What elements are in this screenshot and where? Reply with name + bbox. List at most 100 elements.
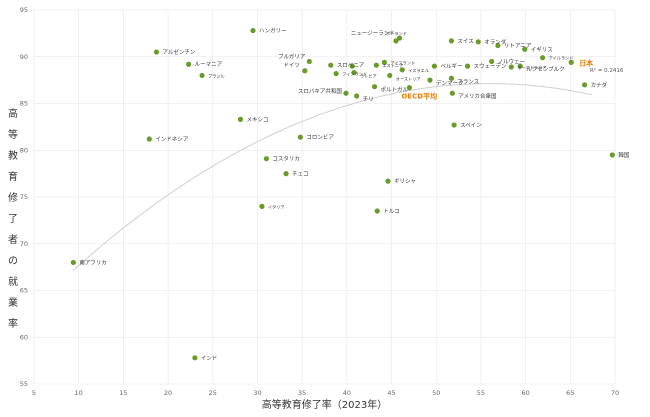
data-point bbox=[354, 93, 360, 99]
point-label: トルコ bbox=[383, 208, 399, 215]
data-point bbox=[489, 58, 495, 65]
y-axis-title-char: 業 bbox=[8, 296, 18, 309]
data-point bbox=[396, 35, 403, 41]
point-label: OECD平均 bbox=[401, 92, 437, 101]
y-tick-label: 75 bbox=[20, 193, 28, 201]
point-label: ルーマニア bbox=[195, 61, 223, 68]
data-point bbox=[381, 59, 387, 65]
y-axis-title-char: 育 bbox=[8, 170, 18, 183]
point-label: コスタリカ bbox=[272, 155, 300, 163]
point-label: オーストラリア bbox=[517, 65, 546, 71]
data-point bbox=[464, 63, 471, 69]
point-label: ドイツ bbox=[283, 63, 300, 69]
y-axis-title-char: 高 bbox=[8, 107, 18, 120]
point-label: ルクセンブルク bbox=[526, 65, 564, 73]
data-point bbox=[343, 90, 349, 96]
y-tick-label: 90 bbox=[20, 53, 28, 61]
data-point bbox=[297, 134, 303, 140]
point-label: ノルウェー bbox=[498, 57, 526, 65]
point-label: ブルガリア bbox=[278, 52, 306, 60]
data-point bbox=[302, 68, 308, 74]
data-point bbox=[283, 171, 289, 177]
data-point bbox=[373, 62, 379, 68]
point-label: メキシコ bbox=[246, 116, 268, 123]
y-tick-label: 95 bbox=[20, 6, 28, 14]
point-label: インドネシア bbox=[155, 136, 189, 143]
x-tick-label: 40 bbox=[343, 389, 351, 397]
grid bbox=[33, 9, 616, 385]
point-label: フランス bbox=[457, 78, 479, 85]
point-label: スロバキア共和国 bbox=[298, 87, 343, 95]
y-axis-title-char: 者 bbox=[8, 234, 18, 246]
point-label: カナダ bbox=[591, 81, 608, 89]
data-point bbox=[517, 63, 523, 69]
point-label: スイス bbox=[457, 38, 473, 45]
x-tick-label: 55 bbox=[477, 389, 485, 397]
x-tick-label: 60 bbox=[521, 389, 529, 397]
y-tick-label: 85 bbox=[20, 100, 28, 108]
point-label: チェコ bbox=[292, 171, 309, 178]
point-label: ハンガリー bbox=[259, 27, 287, 35]
data-point bbox=[328, 62, 334, 68]
point-label: スロベニア bbox=[337, 62, 365, 69]
point-label: イタリア bbox=[268, 203, 285, 210]
point-label: アイルランド bbox=[549, 56, 574, 62]
r-squared-label: R² = 0.2416 bbox=[590, 67, 624, 74]
x-tick-label: 10 bbox=[75, 389, 83, 397]
data-point bbox=[448, 38, 455, 44]
x-tick-label: 45 bbox=[387, 389, 395, 397]
point-label: リトアニア bbox=[504, 43, 532, 50]
point-label: スウェーデン bbox=[474, 62, 508, 70]
data-point bbox=[306, 58, 312, 65]
data-point bbox=[539, 55, 546, 61]
point-label: イスラエル bbox=[408, 68, 429, 74]
data-point bbox=[349, 63, 355, 69]
data-point bbox=[393, 38, 399, 44]
data-point bbox=[250, 27, 256, 34]
data-point bbox=[451, 122, 457, 128]
data-point bbox=[192, 355, 198, 361]
data-point bbox=[385, 178, 391, 184]
x-tick-label: 20 bbox=[164, 389, 172, 397]
data-point bbox=[431, 63, 438, 69]
point-label: ポーランド bbox=[386, 30, 407, 37]
data-point bbox=[495, 42, 501, 49]
point-label: ラトビア bbox=[360, 73, 377, 80]
point-label: インド bbox=[201, 356, 218, 362]
data-point bbox=[153, 49, 160, 55]
x-tick-label: 70 bbox=[611, 389, 619, 397]
point-label: コロンビア bbox=[306, 133, 334, 141]
data-point bbox=[449, 90, 455, 96]
data-point bbox=[448, 75, 455, 81]
data-point bbox=[333, 70, 339, 77]
data-point bbox=[237, 116, 244, 122]
y-tick-label: 80 bbox=[20, 146, 28, 154]
point-label: アルゼンチン bbox=[162, 48, 195, 56]
point-label: ポルトガル bbox=[381, 86, 409, 94]
data-point bbox=[475, 39, 481, 45]
trendline bbox=[72, 83, 592, 271]
y-tick-label: 60 bbox=[20, 333, 28, 341]
point-label: 日本 bbox=[579, 58, 593, 67]
y-axis-title-char: 率 bbox=[8, 317, 18, 330]
y-axis-title-char: の bbox=[8, 256, 18, 267]
data-point bbox=[582, 82, 588, 88]
data-point bbox=[199, 72, 205, 79]
x-axis-title: 高等教育修了率（2023年） bbox=[262, 398, 387, 411]
point-label: オランダ bbox=[484, 38, 507, 46]
data-point bbox=[374, 208, 380, 214]
point-label: オーストリア bbox=[396, 76, 421, 82]
x-tick-label: 65 bbox=[566, 389, 574, 397]
data-point bbox=[427, 77, 433, 83]
data-point bbox=[263, 156, 269, 162]
data-point bbox=[508, 64, 514, 70]
point-label: ギリシャ bbox=[394, 178, 416, 185]
y-tick-label: 55 bbox=[20, 380, 28, 388]
point-label: スペイン bbox=[460, 122, 482, 129]
data-point bbox=[70, 259, 76, 266]
point-label: ニュージーランド bbox=[351, 30, 395, 37]
data-point bbox=[351, 70, 357, 76]
data-point bbox=[259, 203, 265, 209]
